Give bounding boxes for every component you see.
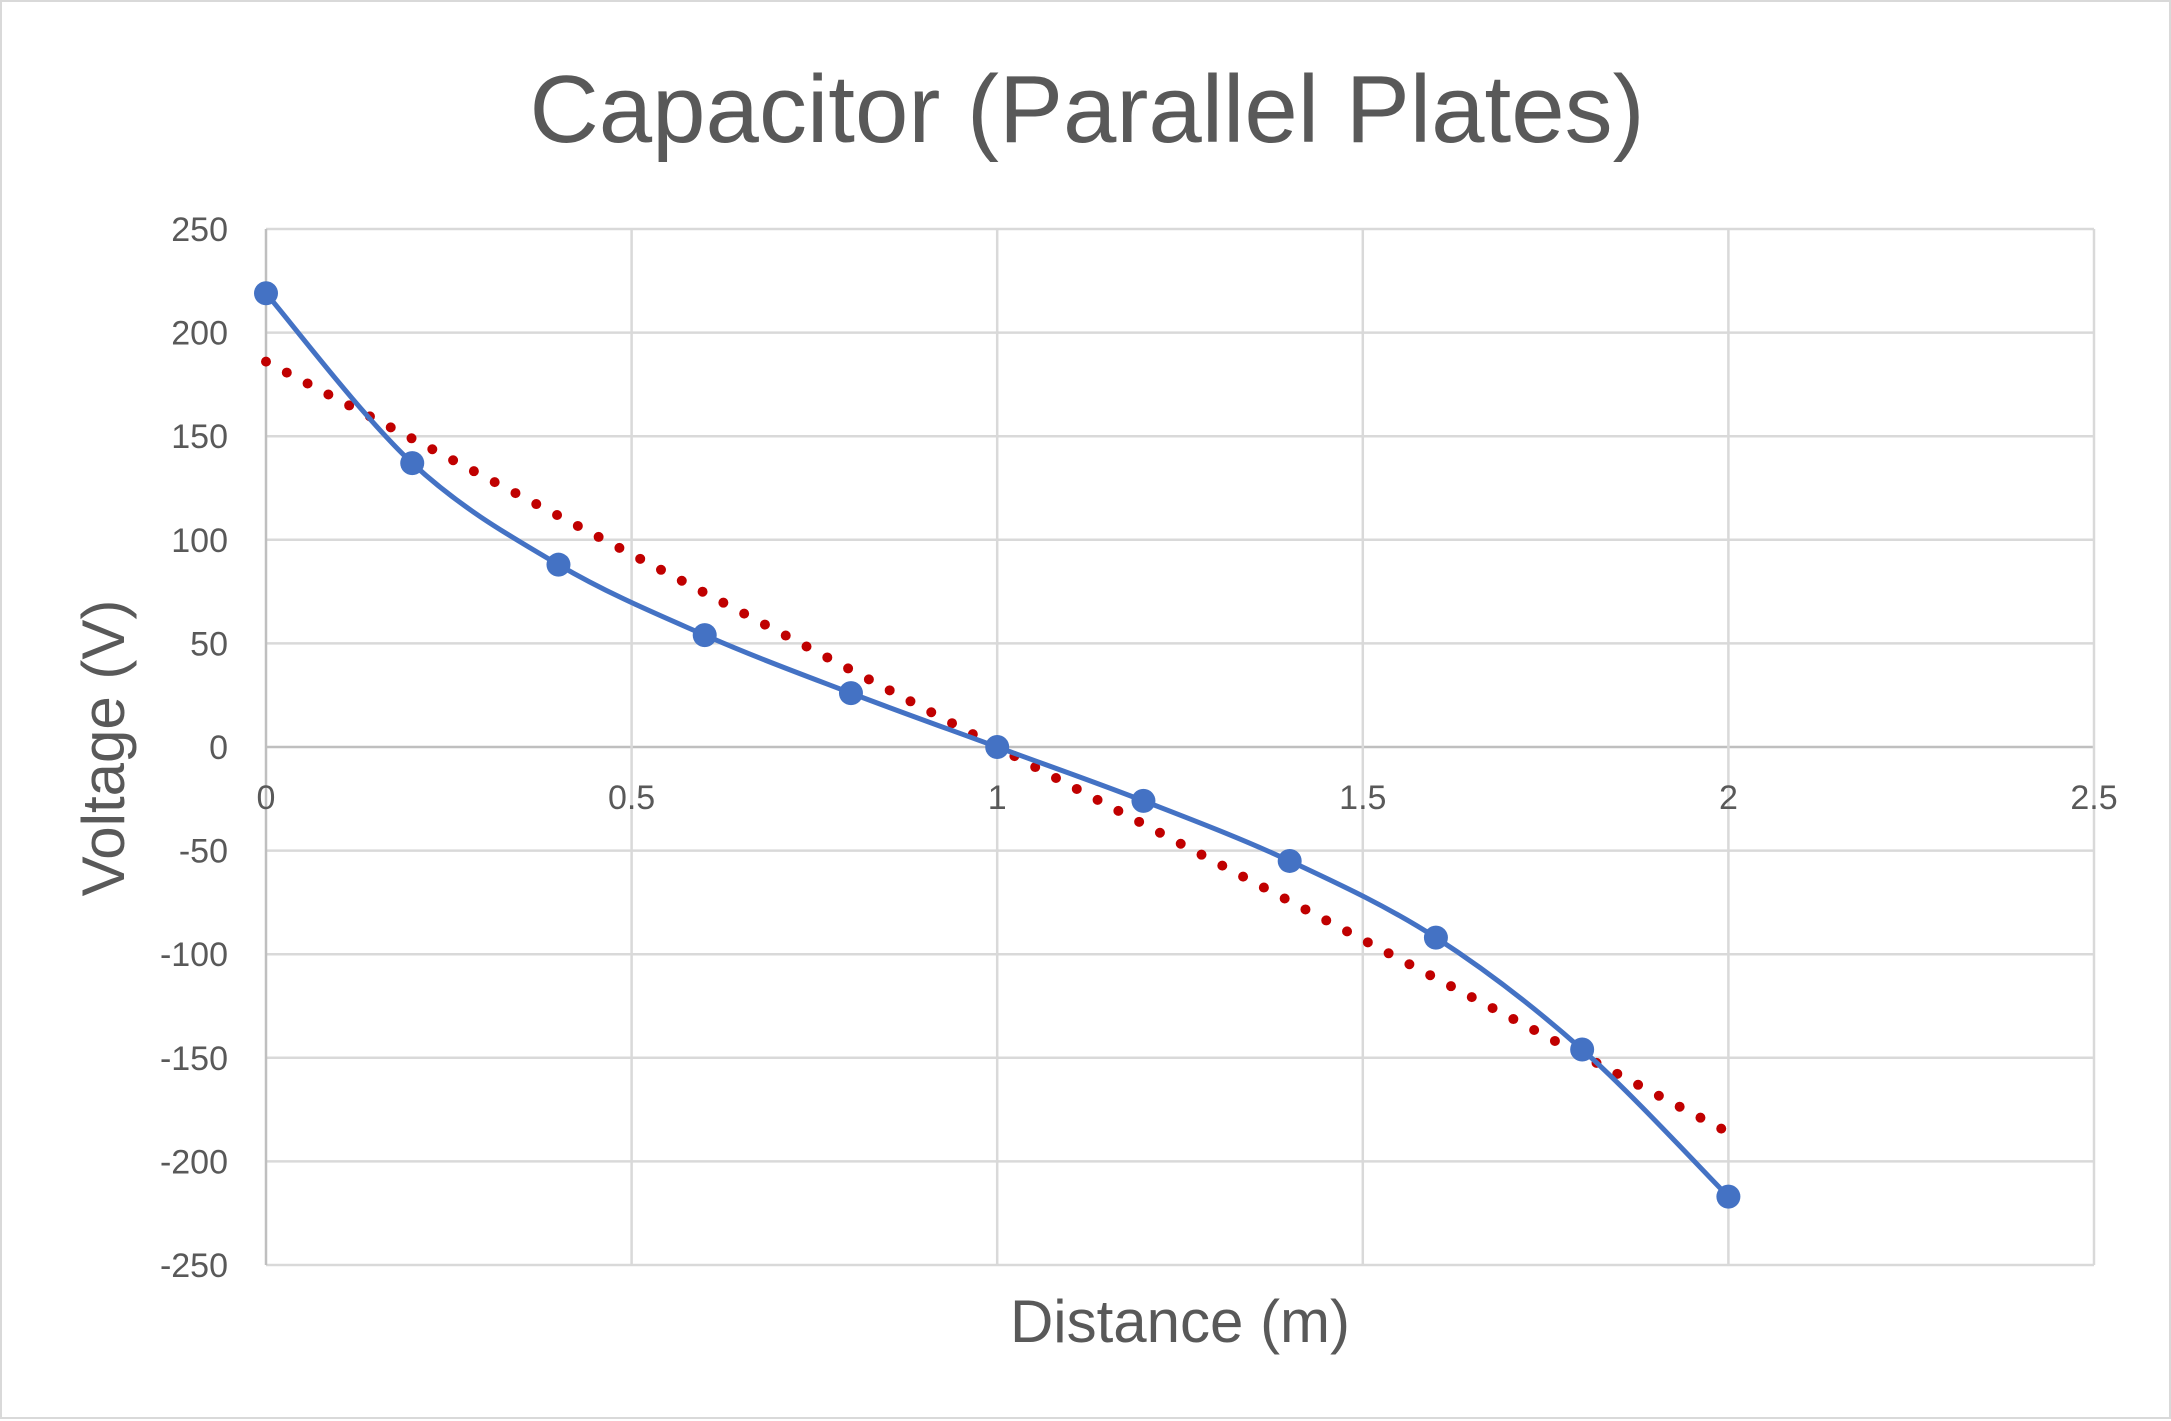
data-point-marker [1131, 788, 1156, 813]
gridlines [264, 227, 2096, 1267]
x-tick-label: 1.5 [1339, 779, 1386, 817]
series-layer [254, 281, 1741, 1209]
data-point-marker [254, 281, 278, 306]
y-tick-label: 50 [190, 625, 228, 663]
x-tick-label: 2.5 [2070, 779, 2117, 817]
y-tick-label: -100 [160, 936, 228, 974]
x-axis-title: Distance (m) [1010, 1288, 1350, 1355]
y-tick-label: 200 [171, 315, 228, 353]
y-tick-label: -50 [179, 833, 228, 871]
tick-labels: 250 200 150 100 50 0 -50 -100 -150 -200 -250 0 0.5 1 1… [160, 211, 2118, 1285]
x-tick-label: 2 [1719, 779, 1738, 817]
data-point-marker [1277, 848, 1302, 873]
data-point-marker [838, 681, 863, 706]
y-tick-label: -150 [160, 1040, 228, 1078]
data-point-marker [1570, 1037, 1595, 1062]
data-point-marker [1716, 1184, 1741, 1209]
x-tick-label: 1 [988, 779, 1007, 817]
y-tick-label: -200 [160, 1143, 228, 1181]
data-point-marker [692, 623, 717, 648]
data-point-marker [546, 552, 571, 577]
data-point-marker [1423, 925, 1448, 950]
y-tick-label: 150 [171, 418, 228, 456]
y-tick-label: 0 [209, 729, 228, 767]
data-point-marker [400, 451, 425, 476]
chart-title: Capacitor (Parallel Plates) [529, 56, 1644, 163]
y-tick-label: -250 [160, 1247, 228, 1285]
x-tick-label: 0.5 [608, 779, 655, 817]
y-axis-title: Voltage (V) [70, 600, 137, 897]
y-tick-label: 250 [171, 211, 228, 249]
x-tick-label: 0 [257, 779, 276, 817]
y-tick-label: 100 [171, 522, 228, 560]
data-point-marker [985, 735, 1010, 759]
